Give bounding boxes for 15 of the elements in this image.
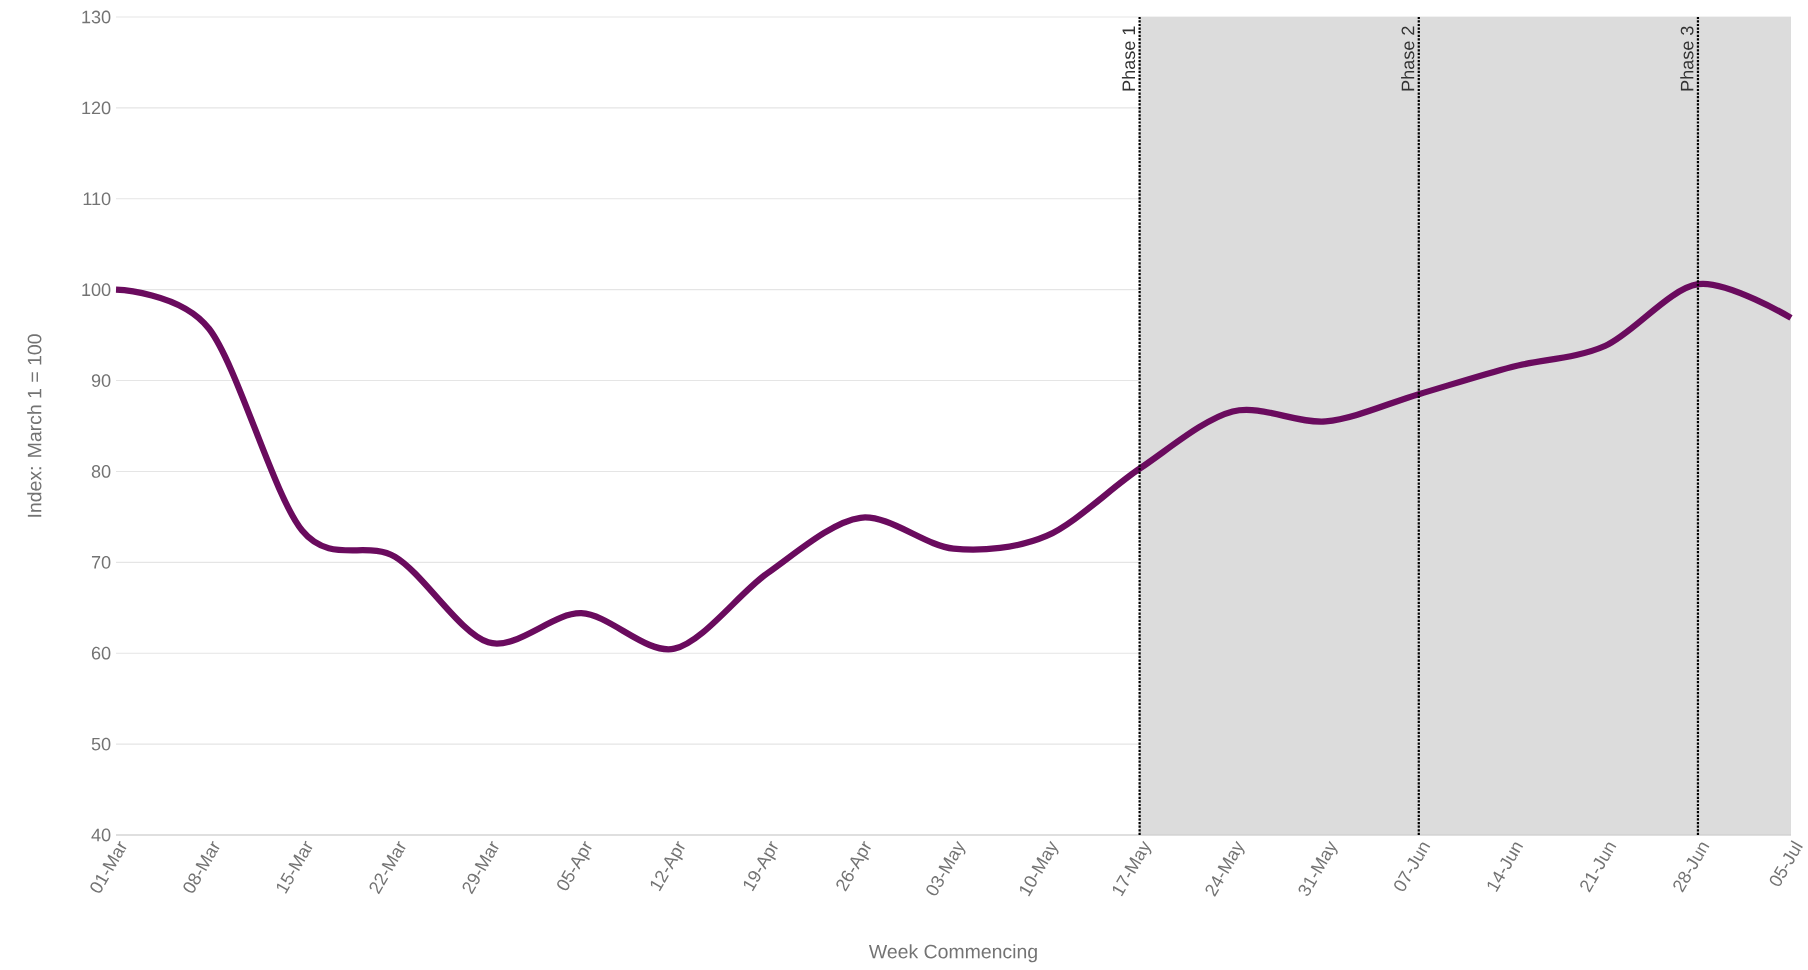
y-tick-label: 50 xyxy=(91,737,111,751)
y-tick-label: 70 xyxy=(91,555,111,569)
ref-line-label: Phase 2 xyxy=(1401,26,1415,91)
y-tick-label: 110 xyxy=(83,192,111,206)
y-tick-label: 60 xyxy=(91,646,111,660)
y-tick-label: 130 xyxy=(82,10,111,24)
y-axis-title: Index: March 1 = 100 xyxy=(27,334,42,517)
y-tick-label: 80 xyxy=(91,465,111,478)
ref-line-label: Phase 3 xyxy=(1680,26,1694,91)
y-tick-label: 120 xyxy=(82,101,111,115)
ref-line-label: Phase 1 xyxy=(1121,26,1136,91)
x-axis-title: Week Commencing xyxy=(868,944,1037,963)
y-tick-label: 100 xyxy=(82,283,111,297)
y-tick-label: 40 xyxy=(91,828,111,842)
y-tick-label: 90 xyxy=(91,374,111,387)
